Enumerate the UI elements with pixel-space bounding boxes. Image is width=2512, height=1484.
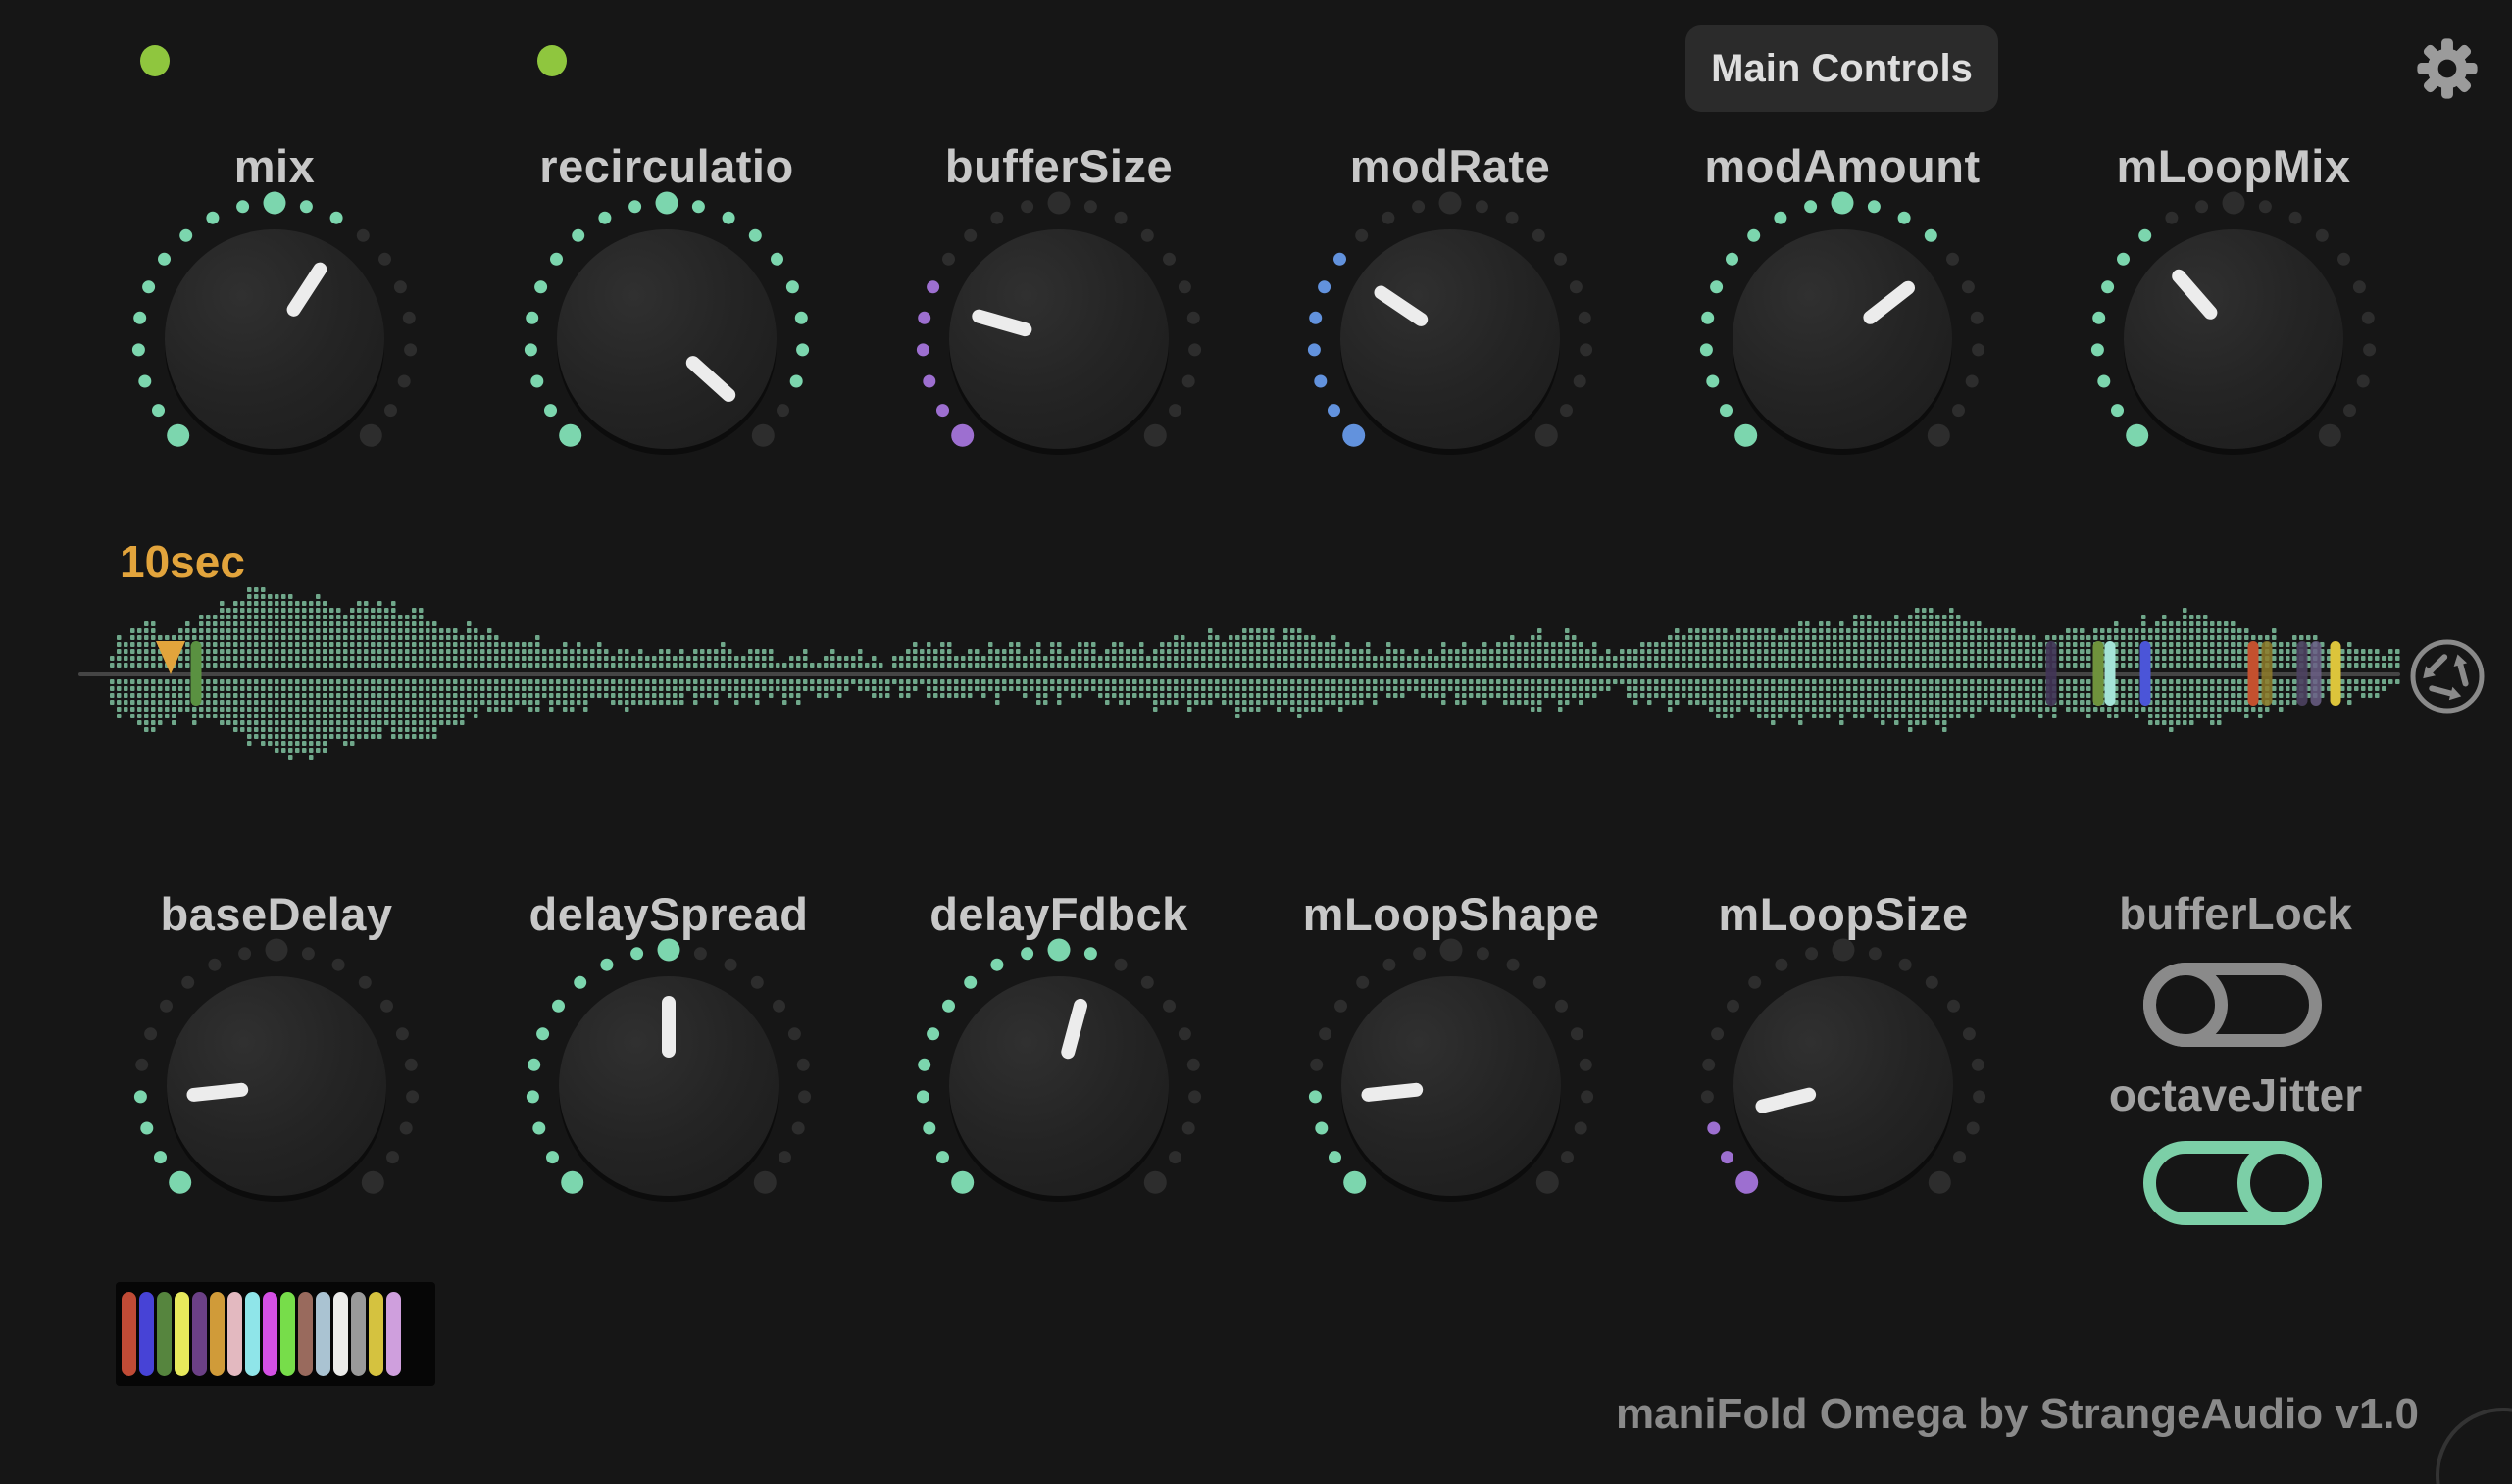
loop-marker-3 (2104, 641, 2116, 706)
loop-marker-8 (2310, 641, 2322, 706)
palette-bar-15 (386, 1292, 401, 1376)
palette-bar-11 (316, 1292, 330, 1376)
activity-led-2 (537, 45, 567, 76)
loop-marker-6 (2261, 641, 2273, 706)
palette-bar-10 (298, 1292, 313, 1376)
knob-mix[interactable] (118, 182, 431, 496)
palette-bar-1 (139, 1292, 154, 1376)
gear-icon[interactable] (2414, 35, 2481, 102)
palette-bar-7 (245, 1292, 260, 1376)
knob-label-mix: mix (233, 140, 316, 192)
main-controls-label: Main Controls (1711, 46, 1973, 90)
palette-bar-3 (175, 1292, 189, 1376)
knob-modRate[interactable] (1293, 182, 1607, 496)
palette-bar-8 (263, 1292, 277, 1376)
main-controls-button[interactable]: Main Controls (1685, 25, 1998, 112)
loop-marker-2 (2092, 641, 2104, 706)
recycle-icon[interactable] (2408, 637, 2487, 716)
knob-delaySpread[interactable] (512, 929, 826, 1243)
octavejitter-toggle-thumb (2237, 1141, 2322, 1225)
bufferlock-toggle-thumb (2143, 963, 2228, 1047)
knob-label-mLoopMix: mLoopMix (2116, 140, 2351, 192)
loop-marker-0 (190, 641, 202, 706)
palette-bar-13 (351, 1292, 366, 1376)
activity-led-1 (140, 45, 170, 76)
knob-modAmount[interactable] (1685, 182, 1999, 496)
knob-label-delaySpread: delaySpread (528, 888, 809, 940)
loop-marker-9 (2330, 641, 2341, 706)
bufferlock-label: bufferLock (2119, 888, 2352, 939)
knob-label-baseDelay: baseDelay (160, 888, 393, 940)
loop-marker-4 (2139, 641, 2151, 706)
knob-mLoopShape[interactable] (1294, 929, 1608, 1243)
palette-bar-12 (333, 1292, 348, 1376)
waveform-display[interactable] (108, 576, 2402, 772)
knob-label-mLoopSize: mLoopSize (1718, 888, 1969, 940)
palette-bar-6 (227, 1292, 242, 1376)
knob-label-delayFdbck: delayFdbck (929, 888, 1188, 940)
knob-label-mLoopShape: mLoopShape (1302, 888, 1600, 940)
knob-mLoopMix[interactable] (2077, 182, 2390, 496)
knob-label-bufferSize: bufferSize (944, 140, 1174, 192)
knob-mLoopSize[interactable] (1686, 929, 2000, 1243)
palette-bar-9 (280, 1292, 295, 1376)
corner-resize-arc (2436, 1408, 2512, 1484)
knob-recirculatio[interactable] (510, 182, 824, 496)
octavejitter-toggle[interactable] (2143, 1141, 2322, 1225)
knob-label-recirculatio: recirculatio (539, 140, 794, 192)
plugin-credit: maniFold Omega by StrangeAudio v1.0 (1615, 1390, 2419, 1438)
color-palette-strip (116, 1282, 435, 1386)
palette-bar-5 (210, 1292, 225, 1376)
knob-label-modAmount: modAmount (1704, 140, 1981, 192)
loop-marker-5 (2247, 641, 2259, 706)
knob-delayFdbck[interactable] (902, 929, 1216, 1243)
loop-marker-1 (2045, 641, 2057, 706)
octavejitter-label: octaveJitter (2108, 1069, 2363, 1120)
bufferlock-toggle[interactable] (2143, 963, 2322, 1047)
loop-marker-7 (2296, 641, 2308, 706)
palette-bar-4 (192, 1292, 207, 1376)
buffer-time-label: 10sec (120, 536, 245, 587)
palette-bar-2 (157, 1292, 172, 1376)
knob-baseDelay[interactable] (120, 929, 433, 1243)
playhead-marker[interactable] (156, 641, 185, 674)
palette-bar-14 (369, 1292, 383, 1376)
waveform-centerline (78, 672, 2400, 676)
knob-bufferSize[interactable] (902, 182, 1216, 496)
palette-bar-0 (122, 1292, 136, 1376)
knob-label-modRate: modRate (1349, 140, 1551, 192)
